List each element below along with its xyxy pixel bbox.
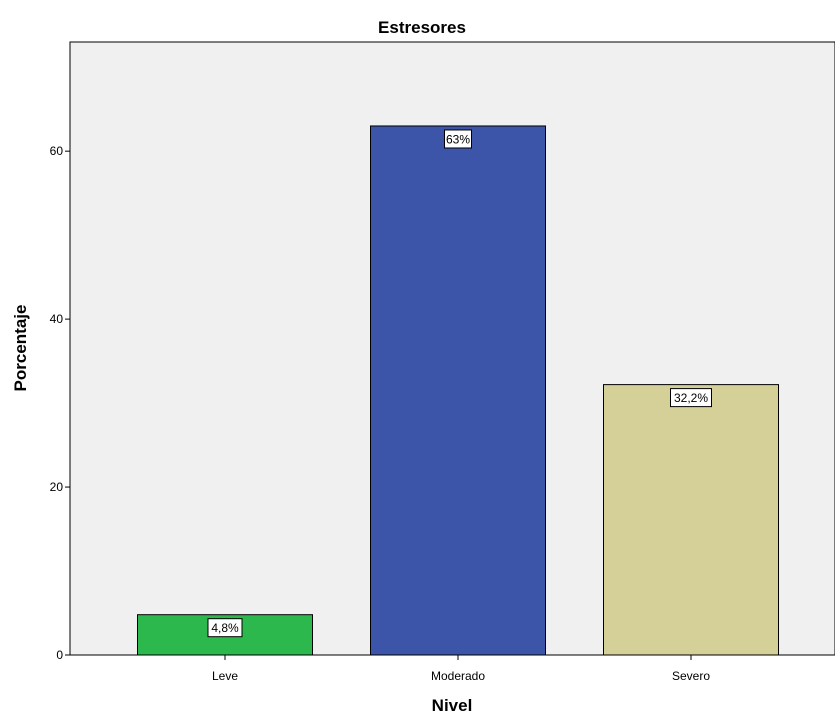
data-label: 32,2% (674, 391, 708, 405)
bar-moderado (370, 125, 546, 656)
bar-severo (603, 384, 779, 656)
data-label: 4,8% (211, 621, 239, 635)
data-label-box (207, 618, 243, 638)
y-tick-label: 0 (56, 648, 63, 662)
y-tick-label: 60 (50, 144, 64, 158)
data-label-box (670, 388, 712, 408)
x-axis-title: Nivel (432, 696, 473, 715)
chart-title: Estresores (378, 18, 466, 37)
x-tick-label-severo: Severo (672, 669, 710, 683)
x-tick-label-moderado: Moderado (431, 669, 485, 683)
y-axis-title: Porcentaje (11, 305, 30, 392)
x-axis: Leve Moderado Severo (212, 655, 710, 683)
y-axis: 0 20 40 60 (50, 144, 70, 662)
y-tick-label: 20 (50, 480, 64, 494)
data-label-box (444, 129, 472, 149)
bars: 4,8% 63% 32,2% (137, 125, 779, 656)
x-tick-label-leve: Leve (212, 669, 238, 683)
y-tick-label: 40 (50, 312, 64, 326)
data-label: 63% (446, 132, 470, 146)
